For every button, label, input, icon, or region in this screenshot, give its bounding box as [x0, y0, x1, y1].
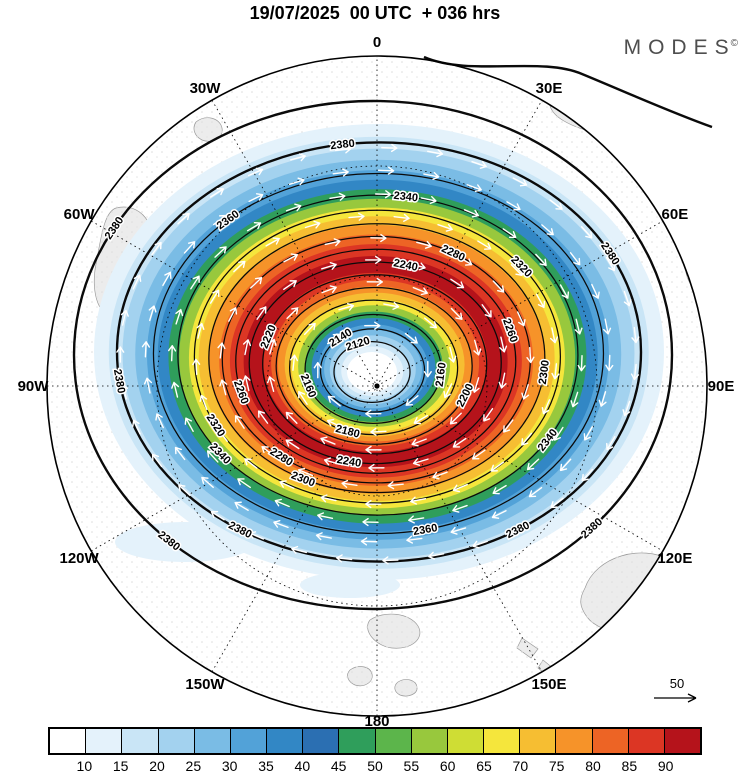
colorbar-tick: 85 — [621, 758, 638, 774]
colorbar-ticks: 10 15 20 25 30 35 40 45 50 55 60 65 70 75 80 85 90 — [48, 755, 702, 775]
colorbar-tick: 30 — [221, 758, 238, 774]
colorbar-tick: 25 — [185, 758, 202, 774]
longitude-label: 150W — [185, 676, 225, 693]
colorbar-cell — [447, 729, 485, 753]
colorbar-cell — [628, 729, 665, 753]
colorbar-tick: 45 — [330, 758, 347, 774]
chart-title: 19/07/2025 00 UTC + 036 hrs — [249, 3, 501, 23]
colorbar-tick: 55 — [403, 758, 420, 774]
longitude-label: 60E — [662, 206, 689, 223]
contour-label: 2240 — [336, 454, 362, 470]
colorbar-tick: 40 — [294, 758, 311, 774]
colorbar-tick: 35 — [258, 758, 274, 774]
colorbar-cell — [339, 729, 376, 753]
longitude-labels: 0 30E 60E 90E 120E 150E 180 150W 120W 90W 60W 30W — [18, 34, 735, 730]
colorbar-tick: 15 — [112, 758, 129, 774]
colorbar-cell — [122, 729, 159, 753]
longitude-label: 120E — [657, 550, 692, 567]
colorbar: 10 15 20 25 30 35 40 45 50 55 60 65 70 75 80 85 90 — [48, 727, 702, 775]
longitude-label: 150E — [531, 676, 566, 693]
colorbar-cell — [484, 729, 521, 753]
pole-center-dot — [374, 383, 380, 389]
colorbar-tick: 75 — [548, 758, 565, 774]
colorbar-tick: 65 — [476, 758, 492, 774]
contour-label: 2240 — [392, 257, 418, 274]
modes-logo-mark: © — [730, 38, 738, 49]
colorbar-tick: 10 — [76, 758, 93, 774]
colorbar-cell — [303, 729, 340, 753]
bold-coastline — [423, 55, 713, 129]
colorbar-cell — [592, 729, 629, 753]
contour-label: 2380 — [330, 138, 356, 153]
colorbar-cell — [194, 729, 231, 753]
colorbar-cell — [158, 729, 195, 753]
longitude-label: 90E — [708, 378, 735, 395]
contour-label: 2380 — [111, 368, 127, 394]
longitude-label: 0 — [373, 34, 381, 51]
longitude-label: 30E — [536, 80, 563, 97]
longitude-label: 180 — [364, 713, 389, 730]
longitude-label: 120W — [60, 550, 100, 567]
longitude-label: 30W — [190, 80, 222, 97]
colorbar-cell — [267, 729, 304, 753]
colorbar-tick: 70 — [512, 758, 529, 774]
modes-logo-text: MODES — [623, 36, 736, 59]
colorbar-tick: 50 — [367, 758, 383, 774]
modes-logo: MODES© — [624, 36, 738, 60]
contour-label: 2340 — [393, 190, 419, 205]
colorbar-tick: 80 — [585, 758, 601, 774]
colorbar-tick: 20 — [149, 758, 165, 774]
colorbar-cell — [411, 729, 448, 753]
contour-label: 2360 — [412, 522, 438, 538]
map-frame-circle — [46, 55, 708, 717]
wind-arrows — [116, 143, 640, 565]
longitude-label: 60W — [64, 206, 96, 223]
colorbar-cells — [48, 727, 702, 755]
contour-label: 2300 — [537, 359, 552, 385]
colorbar-cell — [520, 729, 557, 753]
contour-label: 2160 — [434, 362, 449, 388]
colorbar-cell — [50, 729, 87, 753]
colorbar-cell — [230, 729, 268, 753]
reference-vector-arrow-icon — [654, 693, 697, 703]
reference-vector-label: 50 — [669, 676, 685, 691]
polar-map: 2120214021602160218022002220224022402260… — [18, 34, 735, 730]
colorbar-cell — [375, 729, 412, 753]
colorbar-cell — [86, 729, 123, 753]
colorbar-cell — [556, 729, 593, 753]
colorbar-cell — [664, 729, 701, 753]
longitude-label: 90W — [18, 378, 50, 395]
reference-vector: 50 — [646, 676, 708, 709]
colorbar-tick: 90 — [657, 758, 674, 774]
colorbar-tick: 60 — [439, 758, 456, 774]
